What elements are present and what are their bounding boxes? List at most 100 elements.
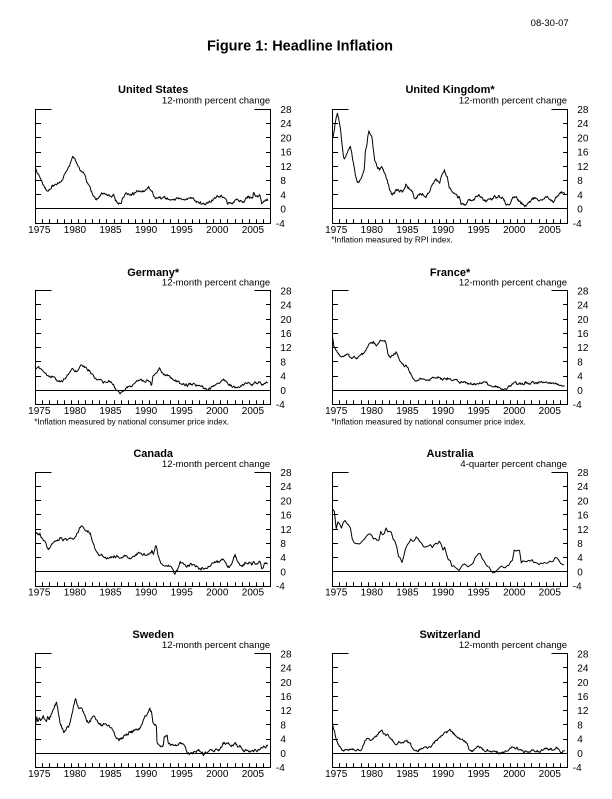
svg-text:2000: 2000 [503,406,526,417]
svg-text:1995: 1995 [467,225,490,236]
svg-text:1990: 1990 [432,225,455,236]
svg-text:20: 20 [280,315,292,326]
svg-text:20: 20 [577,315,589,326]
svg-text:8: 8 [577,358,583,369]
svg-text:16: 16 [577,329,589,340]
svg-text:4: 4 [280,553,286,564]
svg-text:28: 28 [577,286,589,297]
svg-text:1980: 1980 [64,406,87,417]
svg-text:2005: 2005 [539,588,562,599]
svg-text:1985: 1985 [99,588,122,599]
svg-text:1980: 1980 [64,769,87,780]
svg-text:8: 8 [577,176,583,187]
svg-text:0: 0 [280,749,286,760]
svg-text:-4: -4 [573,763,582,774]
svg-text:1995: 1995 [171,406,194,417]
svg-text:8: 8 [280,176,286,187]
svg-text:24: 24 [280,119,292,130]
svg-text:2005: 2005 [242,769,265,780]
svg-text:28: 28 [280,649,292,660]
svg-text:12-month percent change: 12-month percent change [162,640,270,651]
svg-text:12-month percent change: 12-month percent change [459,96,567,107]
svg-text:-4: -4 [276,763,285,774]
svg-text:1980: 1980 [64,225,87,236]
svg-text:2000: 2000 [503,769,526,780]
svg-text:1975: 1975 [28,769,51,780]
svg-text:20: 20 [280,134,292,145]
svg-text:28: 28 [280,105,292,116]
svg-text:20: 20 [280,496,292,507]
svg-text:1975: 1975 [325,769,348,780]
svg-text:12-month percent change: 12-month percent change [162,96,270,107]
svg-text:28: 28 [280,468,292,479]
svg-text:1975: 1975 [28,588,51,599]
svg-text:1990: 1990 [432,406,455,417]
svg-text:1990: 1990 [432,769,455,780]
svg-text:8: 8 [577,539,583,550]
svg-text:24: 24 [577,301,589,312]
svg-text:1980: 1980 [361,769,384,780]
svg-text:2000: 2000 [206,225,229,236]
svg-text:1975: 1975 [28,225,51,236]
svg-text:8: 8 [280,358,286,369]
svg-text:1995: 1995 [467,406,490,417]
svg-text:16: 16 [577,511,589,522]
svg-text:1995: 1995 [467,588,490,599]
svg-text:2000: 2000 [503,225,526,236]
svg-text:16: 16 [577,148,589,159]
svg-text:-4: -4 [276,400,285,411]
svg-text:20: 20 [280,678,292,689]
svg-text:1985: 1985 [396,406,419,417]
svg-text:2005: 2005 [242,225,265,236]
svg-text:4: 4 [577,553,583,564]
svg-text:1990: 1990 [135,225,158,236]
svg-text:0: 0 [280,386,286,397]
svg-text:16: 16 [280,692,292,703]
svg-text:4: 4 [280,190,286,201]
svg-text:28: 28 [577,649,589,660]
svg-text:1995: 1995 [171,769,194,780]
svg-text:12-month percent change: 12-month percent change [162,459,270,470]
svg-text:-4: -4 [276,219,285,230]
svg-text:Sweden: Sweden [132,629,174,641]
svg-text:1975: 1975 [28,406,51,417]
svg-text:4: 4 [577,372,583,383]
svg-text:1980: 1980 [361,406,384,417]
svg-text:12: 12 [280,343,292,354]
svg-text:2000: 2000 [206,406,229,417]
svg-text:1990: 1990 [135,588,158,599]
svg-text:4-quarter percent change: 4-quarter percent change [460,459,567,470]
svg-text:08-30-07: 08-30-07 [531,18,569,29]
svg-text:United Kingdom*: United Kingdom* [405,84,495,96]
svg-text:24: 24 [577,482,589,493]
svg-text:28: 28 [280,286,292,297]
svg-text:12: 12 [280,162,292,173]
svg-text:2005: 2005 [242,588,265,599]
svg-text:16: 16 [280,148,292,159]
svg-text:4: 4 [577,735,583,746]
svg-text:20: 20 [577,678,589,689]
svg-text:12-month percent change: 12-month percent change [162,278,270,289]
svg-text:Australia: Australia [427,448,475,460]
svg-text:4: 4 [280,735,286,746]
svg-text:28: 28 [577,468,589,479]
svg-text:1995: 1995 [467,769,490,780]
svg-text:1985: 1985 [396,225,419,236]
svg-text:12: 12 [280,706,292,717]
svg-text:*Inflation measured by RPI ind: *Inflation measured by RPI index. [331,235,453,244]
svg-text:1985: 1985 [99,225,122,236]
svg-text:1990: 1990 [135,406,158,417]
svg-text:12-month percent change: 12-month percent change [459,640,567,651]
svg-text:24: 24 [280,301,292,312]
svg-text:0: 0 [577,386,583,397]
svg-text:28: 28 [577,105,589,116]
svg-text:-4: -4 [573,219,582,230]
svg-text:12-month percent change: 12-month percent change [459,278,567,289]
svg-text:12: 12 [577,343,589,354]
svg-text:1980: 1980 [361,588,384,599]
svg-text:Canada: Canada [133,448,174,460]
svg-text:12: 12 [577,525,589,536]
svg-text:2005: 2005 [539,769,562,780]
svg-text:1985: 1985 [396,588,419,599]
svg-text:12: 12 [577,706,589,717]
